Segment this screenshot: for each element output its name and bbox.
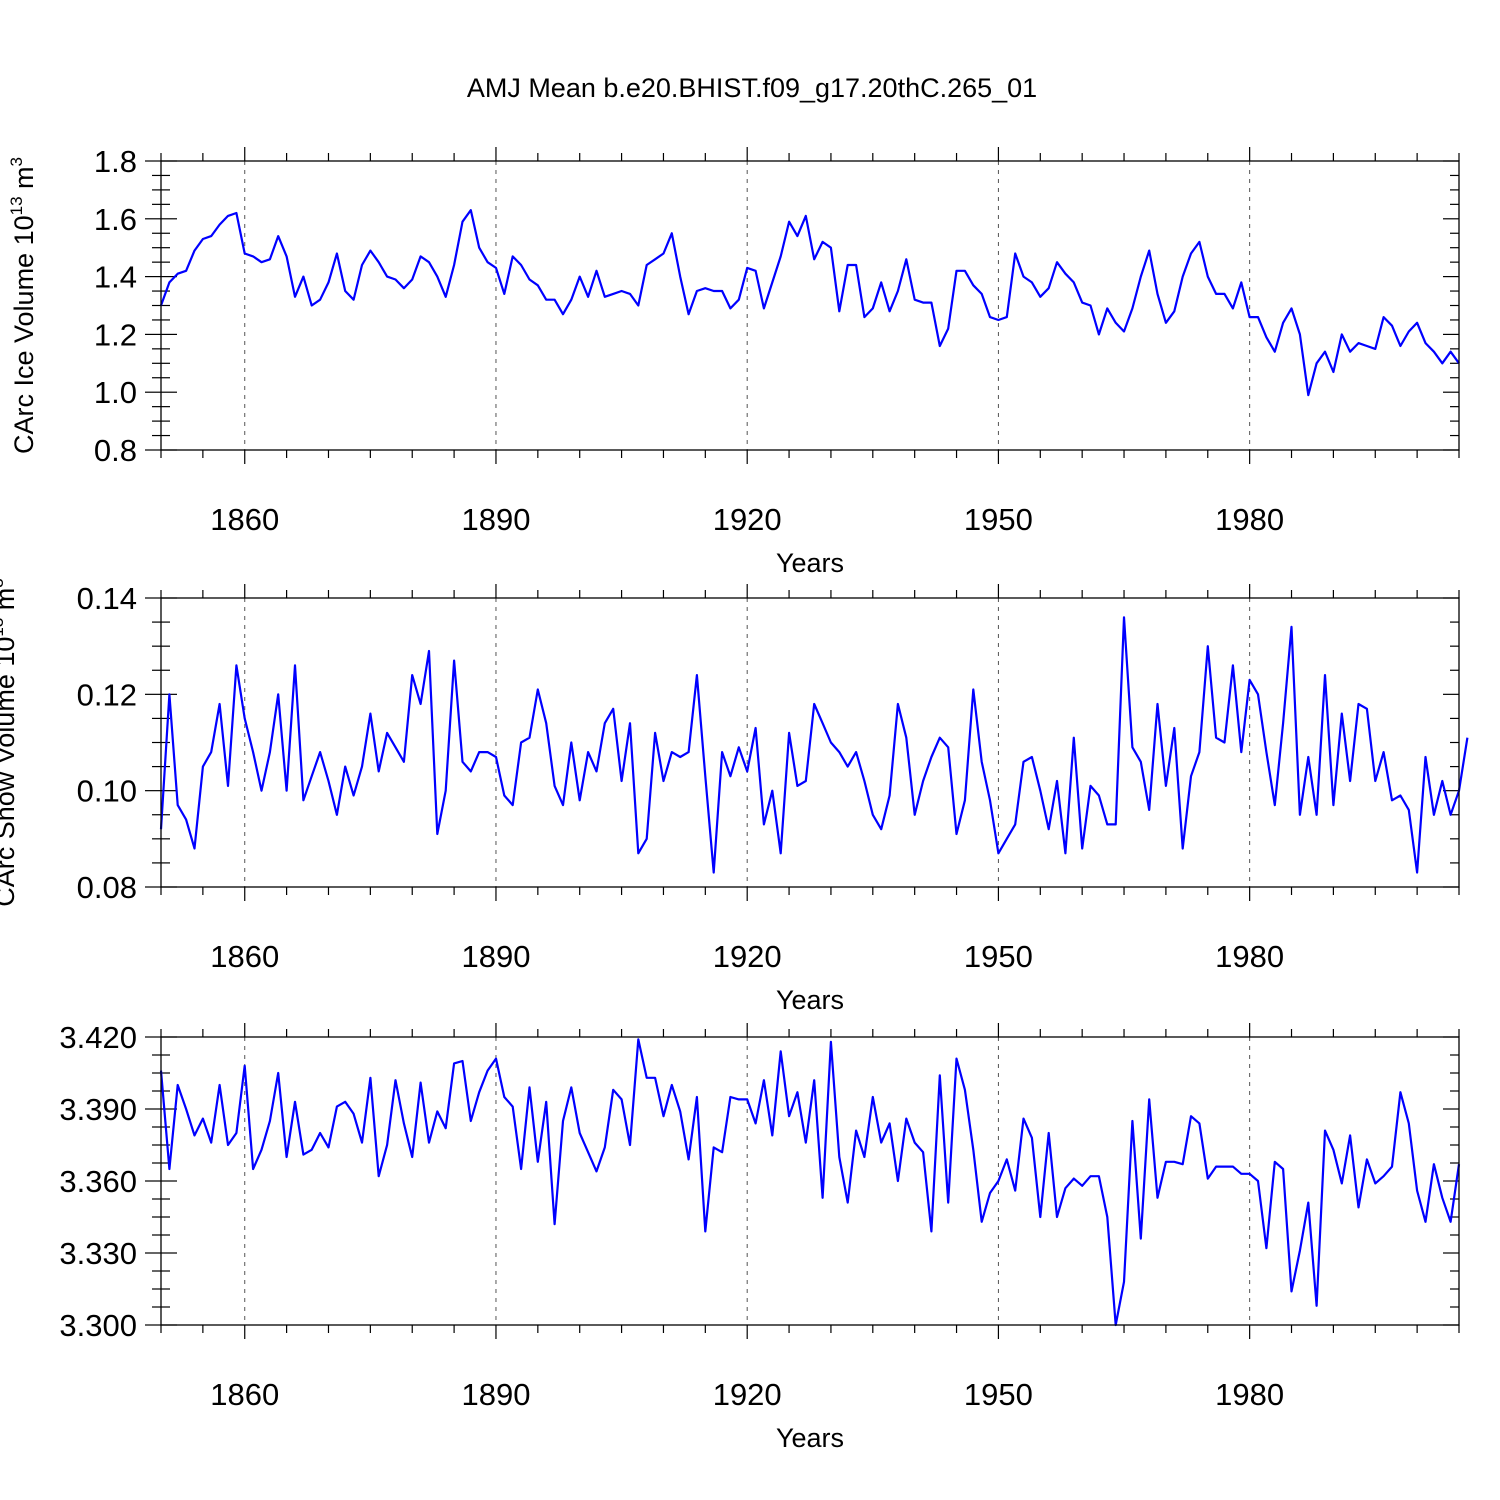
ice-area-x-tick-label: 1980 xyxy=(1215,1377,1284,1412)
ice-volume-x-tick-label: 1950 xyxy=(964,502,1033,537)
snow-volume-plot-frame xyxy=(160,597,1460,888)
snow-volume-x-tick-label: 1980 xyxy=(1215,939,1284,974)
ice-volume-y-tick-label: 1.8 xyxy=(94,144,137,179)
ice-volume-x-tick-label: 1860 xyxy=(210,502,279,537)
snow-volume-x-axis-label: Years xyxy=(776,985,844,1015)
ice-volume-plot-frame xyxy=(160,160,1460,451)
snow-volume-panel: 0.08 0.10 0.12 0.14 1860 1890 1920 1950 1980 Year… xyxy=(0,578,1469,1015)
snow-volume-y-tick-label: 0.08 xyxy=(77,870,137,905)
snow-volume-series-line xyxy=(159,616,1469,874)
ice-volume-x-tick-label: 1890 xyxy=(461,502,530,537)
ice-volume-x-axis-label: Years xyxy=(776,548,844,578)
figure-title: AMJ Mean b.e20.BHIST.f09_g17.20thC.265_0… xyxy=(467,73,1037,103)
ice-volume-x-tick-label: 1980 xyxy=(1215,502,1284,537)
snow-volume-y-tick-label: 0.12 xyxy=(77,677,137,712)
ice-area-y-tick-label: 3.390 xyxy=(59,1092,137,1127)
snow-volume-y-axis-label: CArc Snow Volume 1013 m3 xyxy=(0,578,20,907)
ice-volume-y-tick-label: 1.6 xyxy=(94,202,137,237)
ice-volume-y-tick-label: 0.8 xyxy=(94,433,137,468)
ice-volume-y-tick-label: 1.2 xyxy=(94,317,137,352)
ice-area-series-line xyxy=(159,1038,1461,1327)
ice-area-panel: 3.300 3.330 3.360 3.390 3.420 1860 1890 1920 195… xyxy=(59,1020,1461,1453)
snow-volume-x-tick-label: 1890 xyxy=(461,939,530,974)
ice-volume-y-tick-label: 1.0 xyxy=(94,375,137,410)
ice-volume-x-tick-label: 1920 xyxy=(713,502,782,537)
ice-area-x-tick-label: 1950 xyxy=(964,1377,1033,1412)
snow-volume-y-tick-label: 0.14 xyxy=(77,581,137,616)
ice-volume-y-axis-label: CArc Ice Volume 1013 m3 xyxy=(7,157,39,454)
snow-volume-x-tick-label: 1920 xyxy=(713,939,782,974)
ice-volume-series-line xyxy=(159,209,1460,397)
ice-area-y-tick-label: 3.360 xyxy=(59,1164,137,1199)
ice-area-x-tick-label: 1890 xyxy=(461,1377,530,1412)
ice-area-plot-frame xyxy=(160,1036,1460,1326)
ice-volume-panel: 0.8 1.0 1.2 1.4 1.6 1.8 1860 1890 1920 1950 1980 Ye… xyxy=(7,144,1460,578)
ice-area-x-tick-label: 1920 xyxy=(713,1377,782,1412)
ice-area-x-tick-label: 1860 xyxy=(210,1377,279,1412)
ice-area-y-tick-label: 3.420 xyxy=(59,1020,137,1055)
ice-area-x-axis-label: Years xyxy=(776,1423,844,1453)
snow-volume-x-tick-label: 1950 xyxy=(964,939,1033,974)
snow-volume-y-tick-label: 0.10 xyxy=(77,774,137,809)
ice-area-y-tick-label: 3.330 xyxy=(59,1236,137,1271)
ice-volume-y-tick-label: 1.4 xyxy=(94,260,137,295)
ice-area-y-tick-label: 3.300 xyxy=(59,1308,137,1343)
snow-volume-x-tick-label: 1860 xyxy=(210,939,279,974)
